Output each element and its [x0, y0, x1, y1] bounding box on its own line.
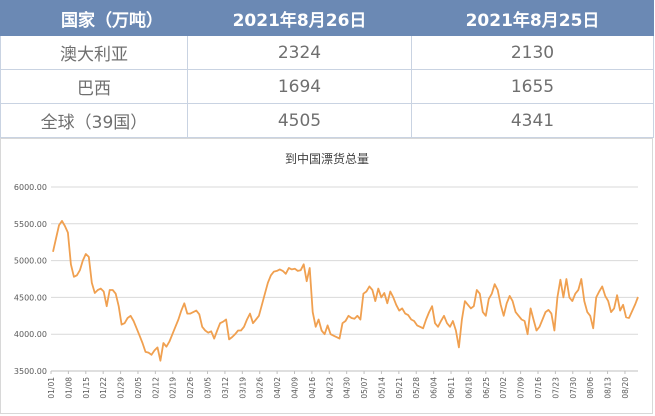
x-tick-label: 05/28 [412, 377, 421, 399]
x-tick-label: 04/16 [308, 377, 317, 399]
x-tick-label: 06/11 [447, 377, 456, 399]
x-tick-label: 01/29 [117, 377, 126, 399]
series-line [52, 220, 639, 362]
row-value-1: 2324 [187, 35, 412, 70]
x-tick-label: 07/09 [517, 377, 526, 399]
table-row: 澳大利亚 2324 2130 [0, 35, 654, 70]
x-tick-label: 05/21 [395, 377, 404, 399]
y-tick-label: 5500.00 [14, 220, 47, 229]
table-row: 全球（39国） 4505 4341 [0, 103, 654, 138]
row-value-2: 1655 [411, 69, 654, 104]
line-chart: 到中国漂货总量 3500.00 4000.00 4500.00 5000.00 5500… [14, 151, 639, 399]
x-tick-label: 08/20 [621, 377, 630, 399]
x-tick-label: 02/05 [134, 377, 143, 399]
row-value-1: 4505 [187, 103, 412, 138]
table-row: 巴西 1694 1655 [0, 69, 654, 104]
y-tick-label: 4000.00 [14, 330, 47, 339]
header-date-2: 2021年8月25日 [411, 0, 654, 36]
x-tick-label: 01/15 [82, 377, 91, 399]
x-tick-label: 06/25 [482, 377, 491, 399]
x-tick-label: 06/04 [430, 377, 439, 399]
x-tick-label: 07/23 [551, 377, 560, 399]
header-country: 国家（万吨） [0, 0, 188, 36]
x-tick-label: 01/01 [47, 377, 56, 399]
grid-lines [51, 186, 638, 372]
y-axis-ticks: 3500.00 4000.00 4500.00 5000.00 5500.00 6000.… [14, 183, 47, 376]
row-country: 全球（39国） [0, 103, 188, 138]
x-tick-label: 07/30 [569, 377, 578, 399]
y-tick-label: 3500.00 [14, 367, 47, 376]
x-tick-label: 05/14 [377, 377, 386, 399]
x-tick-label: 08/06 [586, 377, 595, 399]
table-header-row: 国家（万吨） 2021年8月26日 2021年8月25日 [0, 0, 654, 36]
x-tick-label: 03/05 [204, 377, 213, 399]
row-value-2: 2130 [411, 35, 654, 70]
x-tick-label: 07/16 [534, 377, 543, 399]
x-tick-label: 02/19 [169, 377, 178, 399]
x-axis-ticks: 01/01 01/08 01/15 01/22 01/29 02/05 02/12 02/19… [47, 371, 630, 399]
row-country: 巴西 [0, 69, 188, 104]
y-tick-label: 4500.00 [14, 293, 47, 302]
summary-table: 国家（万吨） 2021年8月26日 2021年8月25日 澳大利亚 2324 2… [0, 0, 654, 138]
x-tick-label: 03/12 [221, 377, 230, 399]
x-tick-label: 04/09 [290, 377, 299, 399]
chart-title: 到中国漂货总量 [285, 151, 369, 166]
y-tick-label: 6000.00 [14, 183, 47, 192]
x-tick-label: 04/02 [273, 377, 282, 399]
row-value-2: 4341 [411, 103, 654, 138]
series-group [52, 220, 639, 362]
x-tick-label: 02/12 [151, 377, 160, 399]
x-tick-label: 01/08 [64, 377, 73, 399]
x-tick-label: 08/13 [604, 377, 613, 399]
x-tick-label: 07/02 [499, 377, 508, 399]
x-tick-label: 03/19 [238, 377, 247, 399]
x-tick-label: 05/07 [360, 377, 369, 399]
row-country: 澳大利亚 [0, 35, 188, 70]
row-value-1: 1694 [187, 69, 412, 104]
x-tick-label: 06/18 [464, 377, 473, 399]
chart-container: 到中国漂货总量 3500.00 4000.00 4500.00 5000.00 5500… [0, 138, 653, 414]
x-tick-label: 03/26 [256, 377, 265, 399]
y-tick-label: 5000.00 [14, 257, 47, 266]
x-tick-label: 02/26 [186, 377, 195, 399]
x-tick-label: 01/22 [99, 377, 108, 399]
x-tick-label: 04/30 [343, 377, 352, 399]
header-date-1: 2021年8月26日 [187, 0, 412, 36]
x-tick-label: 04/23 [325, 377, 334, 399]
